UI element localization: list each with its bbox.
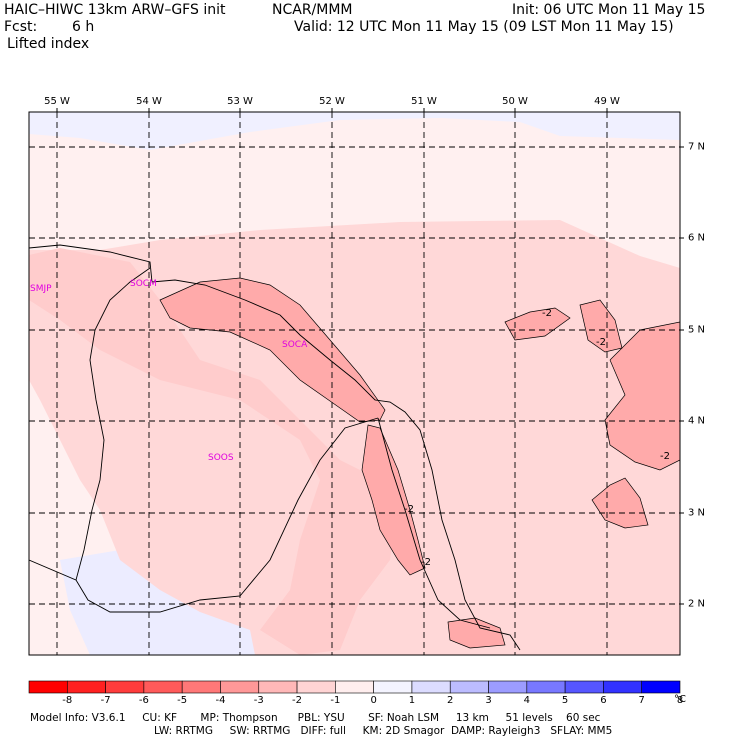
footer-sflay: SFLAY: MM5 [550, 725, 613, 737]
colorbar-swatch [564, 680, 604, 694]
colorbar-unit: °C [674, 694, 686, 705]
shade-minus2-s [448, 618, 505, 648]
contour-river [361, 424, 426, 576]
contour-label: -2 [421, 557, 431, 568]
footer-line-2: LW: RRTMG SW: RRTMG DIFF: full KM: 2D Sm… [154, 725, 612, 737]
colorbar-level-label: 2 [447, 695, 454, 706]
colorbar-level-label: -6 [138, 695, 149, 706]
field-name: Lifted index [7, 36, 90, 52]
colorbar-swatch [28, 680, 68, 694]
footer-line-1: Model Info: V3.6.1 CU: KF MP: Thompson P… [30, 712, 600, 724]
border-river [377, 417, 491, 629]
lon-label-51w: 51 W [411, 96, 437, 107]
shade-minus2-river [362, 425, 425, 575]
shade-minus2-ne [580, 300, 622, 352]
lat-label-7n: 7 N [688, 141, 706, 153]
colorbar-swatch [66, 680, 106, 694]
shade-minus2-n [505, 308, 570, 340]
contour-label: -2 [404, 504, 414, 515]
colorbar-level-label: 8 [676, 695, 684, 706]
colorbar-level-label: -8 [62, 695, 73, 706]
lon-label-49w: 49 W [594, 96, 620, 107]
init-time: Init: 06 UTC Mon 11 May 15 [512, 2, 706, 18]
colorbar-swatch [411, 680, 451, 694]
colorbar-level-label: 1 [408, 695, 416, 706]
colorbar-level-label: 4 [523, 695, 530, 706]
colorbar-swatch [641, 680, 681, 694]
colorbar-swatch [296, 680, 336, 694]
footer-res: 13 km [455, 712, 489, 724]
forecast-hour: 6 h [72, 19, 95, 35]
colorbar-level-label: 3 [485, 695, 492, 706]
footer-cu: CU: KF [142, 712, 178, 724]
colorbar-swatch [526, 680, 566, 694]
colorbar-level-label: -7 [100, 695, 111, 706]
contour-n [504, 307, 571, 341]
valid-time: Valid: 12 UTC Mon 11 May 15 (09 LST Mon … [294, 19, 674, 35]
station-smjp: SMJP [30, 284, 52, 294]
lon-label-54w: 54 W [136, 96, 162, 107]
footer-damp: DAMP: Rayleigh3 [451, 725, 541, 737]
colorbar-swatch [258, 680, 298, 694]
coastline [29, 244, 521, 651]
org-label: NCAR/MMM [272, 2, 353, 18]
lat-label-2n: 2 N [688, 598, 706, 610]
footer-timestep: 60 sec [566, 712, 601, 724]
map-frame [28, 111, 681, 656]
footer-mp: MP: Thompson [200, 712, 278, 724]
model-title: HAIC–HIWC 13km ARW–GFS init [4, 2, 226, 18]
lon-label-55w: 55 W [44, 96, 70, 107]
contour-coast [159, 277, 386, 423]
footer-model-info: Model Info: V3.6.1 [30, 712, 126, 724]
footer-diff: DIFF: full [300, 725, 346, 737]
colorbar-swatch [335, 680, 374, 694]
lat-label-3n: 3 N [688, 507, 706, 519]
footer-sw: SW: RRTMG [229, 725, 291, 737]
footer-levels: 51 levels [505, 712, 553, 724]
station-soca: SOCA [282, 340, 308, 350]
colorbar-swatch [220, 680, 260, 694]
colorbar-level-label: 7 [638, 695, 645, 706]
colorbar-level-label: -1 [330, 695, 341, 706]
shade-positive-north [29, 112, 680, 150]
forecast-label: Fcst: [4, 19, 38, 35]
contour-se [591, 477, 649, 529]
footer-sf: SF: Noah LSM [368, 712, 440, 724]
colorbar-level-label: -5 [177, 695, 188, 706]
lat-label-6n: 6 N [688, 232, 706, 244]
colorbar-level-label: -4 [215, 695, 226, 706]
colorbar-swatch [143, 680, 183, 694]
shade-minus2-east [605, 322, 680, 470]
contour-label: -2 [596, 337, 606, 348]
footer-lw: LW: RRTMG [154, 725, 213, 737]
colorbar-swatch [449, 680, 489, 694]
lat-label-4n: 4 N [688, 415, 706, 427]
shade-minus2-coast [160, 278, 385, 422]
contour-label: -2 [542, 308, 552, 319]
lat-label-5n: 5 N [688, 324, 706, 336]
footer-km: KM: 2D Smagor [362, 725, 445, 737]
colorbar [28, 680, 681, 694]
colorbar-level-label: -2 [292, 695, 303, 706]
station-socm: SOCM [130, 279, 157, 289]
contour-label: -2 [660, 451, 670, 462]
colorbar-level-label: 0 [370, 695, 377, 706]
lon-label-50w: 50 W [502, 96, 528, 107]
colorbar-level-label: 6 [600, 695, 607, 706]
footer-pbl: PBL: YSU [297, 712, 345, 724]
colorbar-swatch [373, 680, 413, 694]
border-west [29, 267, 151, 581]
colorbar-level-label: 5 [561, 695, 569, 706]
colorbar-swatch [488, 680, 528, 694]
station-soos: SOOS [208, 453, 234, 463]
colorbar-swatch [603, 680, 643, 694]
colorbar-swatch [181, 680, 221, 694]
colorbar-level-label: -3 [253, 695, 264, 706]
contour-ne [579, 299, 623, 353]
lon-label-53w: 53 W [227, 96, 253, 107]
lon-label-52w: 52 W [319, 96, 345, 107]
colorbar-swatch [105, 680, 145, 694]
shade-minus1-coast [29, 248, 395, 655]
